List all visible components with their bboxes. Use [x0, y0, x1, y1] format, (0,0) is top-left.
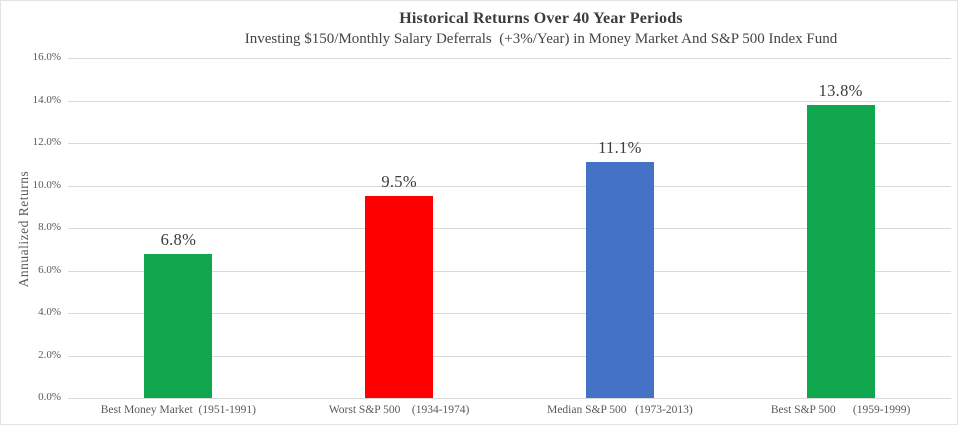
y-tick-label: 6.0%	[38, 263, 61, 276]
gridline	[68, 228, 951, 229]
chart-subtitle: Investing $150/Monthly Salary Deferrals …	[244, 30, 838, 47]
y-tick-label: 12.0%	[32, 136, 61, 148]
gridline	[68, 185, 951, 187]
bar-value-label: 13.8%	[818, 80, 863, 100]
gridline	[68, 270, 951, 272]
gridline	[68, 100, 951, 102]
y-tick-label: 0.0%	[38, 391, 61, 403]
chart-header: Historical Returns Over 40 Year Periods …	[1, 9, 957, 49]
y-tick-label: 8.0%	[38, 221, 61, 233]
plot-area: 6.8% 9.5% 11.1% 13.8%	[68, 58, 951, 399]
bar-4	[806, 104, 875, 398]
bar-1	[144, 253, 213, 398]
bar-value-label: 11.1%	[598, 138, 642, 158]
x-tick-label: Worst S&P 500 (1934-1974)	[328, 404, 470, 416]
x-tick-label: Best S&P 500 (1959-1999)	[770, 404, 911, 416]
y-tick-label: 4.0%	[38, 306, 61, 318]
y-tick-label: 2.0%	[38, 348, 61, 361]
bar-3	[585, 162, 654, 398]
y-tick-label: 16.0%	[32, 51, 61, 63]
bar-value-label: 9.5%	[381, 172, 417, 192]
y-tick-label: 14.0%	[32, 93, 61, 106]
x-tick-label: Median S&P 500 (1973-2013)	[547, 404, 693, 416]
x-tick-label: Best Money Market (1951-1991)	[100, 404, 256, 416]
bar-value-label: 6.8%	[160, 229, 197, 249]
bar-2	[365, 196, 434, 398]
y-tick-label: 10.0%	[32, 178, 61, 191]
chart-title: Historical Returns Over 40 Year Periods	[399, 10, 683, 27]
gridline	[68, 313, 951, 314]
gridline	[68, 143, 951, 144]
gridline	[68, 355, 951, 357]
gridline	[68, 58, 951, 59]
x-axis-line	[68, 398, 951, 399]
